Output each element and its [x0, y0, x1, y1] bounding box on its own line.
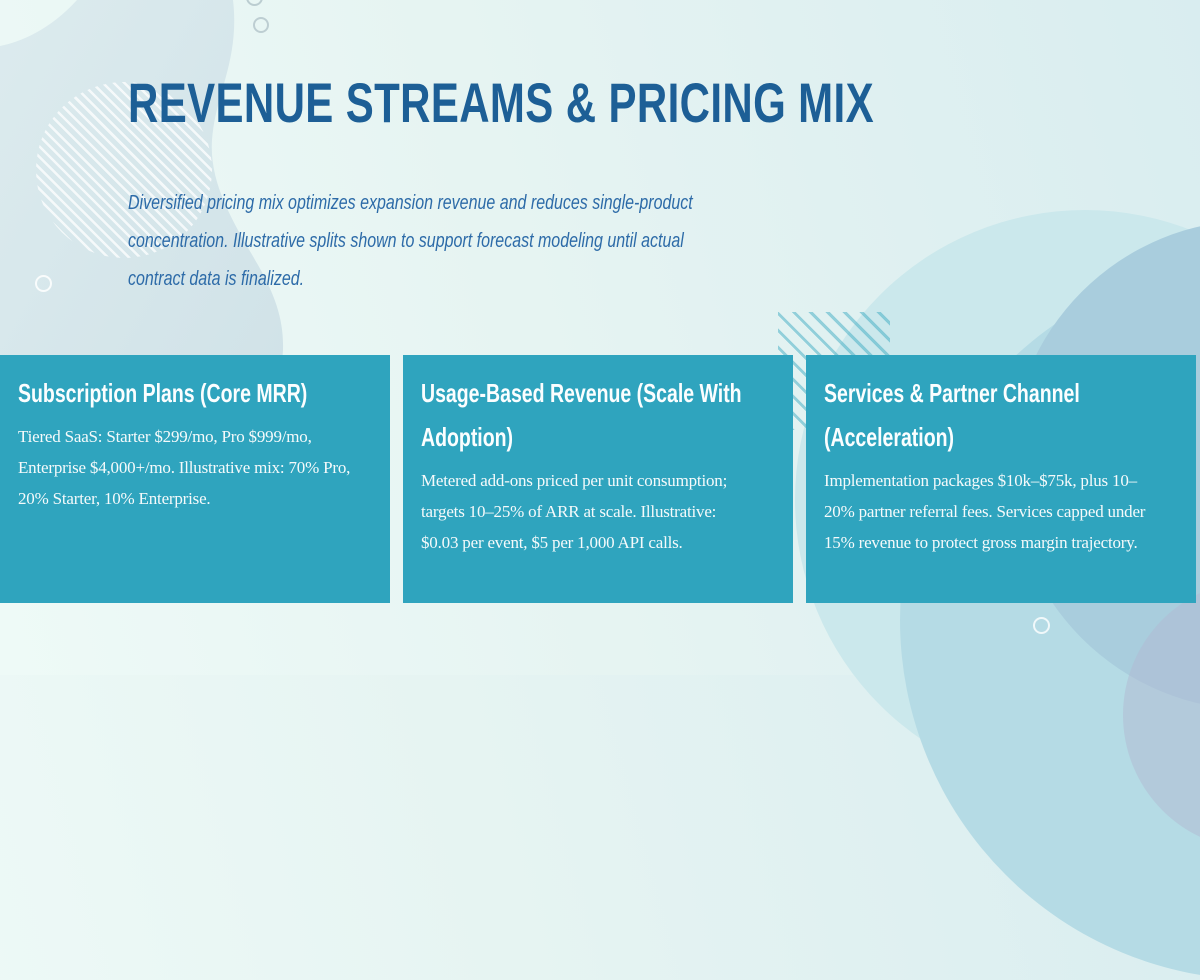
card-body-line: $0.03 per event, $5 per 1,000 API calls.: [421, 533, 683, 552]
decor-circle-lavender: [1123, 580, 1200, 850]
card-body: Tiered SaaS: Starter $299/mo, Pro $999/m…: [18, 421, 376, 514]
card-heading-line: Adoption): [421, 422, 514, 452]
card-heading: Usage-Based Revenue (Scale With Adoption): [421, 371, 779, 459]
decor-ring-bottom: [1033, 617, 1050, 634]
card-heading-line: Subscription Plans (Core MRR): [18, 378, 308, 408]
card-subscription-plans: Subscription Plans (Core MRR) Tiered Saa…: [0, 355, 390, 603]
card-heading: Services & Partner Channel (Acceleration): [824, 371, 1182, 459]
page-title: REVENUE STREAMS & PRICING MIX: [128, 75, 1123, 131]
card-body-line: Implementation packages $10k–$75k, plus …: [824, 471, 1137, 490]
card-services-partner-channel: Services & Partner Channel (Acceleration)…: [806, 355, 1196, 603]
decor-ring-top-cut: [246, 0, 263, 6]
page-title-text: REVENUE STREAMS & PRICING MIX: [128, 71, 874, 134]
card-heading-line: Usage-Based Revenue (Scale With: [421, 378, 742, 408]
card-body-line: 20% Starter, 10% Enterprise.: [18, 489, 211, 508]
card-body-line: targets 10–25% of ARR at scale. Illustra…: [421, 502, 717, 521]
card-body-line: Enterprise $4,000+/mo. Illustrative mix:…: [18, 458, 351, 477]
subtitle-line: Diversified pricing mix optimizes expans…: [128, 192, 693, 214]
decor-ring-left: [35, 275, 52, 292]
card-body-line: 15% revenue to protect gross margin traj…: [824, 533, 1138, 552]
card-heading-line: Services & Partner Channel: [824, 378, 1080, 408]
card-body: Metered add-ons priced per unit consumpt…: [421, 465, 779, 558]
subtitle-line: contract data is finalized.: [128, 268, 305, 290]
card-body: Implementation packages $10k–$75k, plus …: [824, 465, 1182, 558]
subtitle-line: concentration. Illustrative splits shown…: [128, 230, 684, 252]
card-body-line: 20% partner referral fees. Services capp…: [824, 502, 1146, 521]
card-heading-line: (Acceleration): [824, 422, 955, 452]
card-body-line: Tiered SaaS: Starter $299/mo, Pro $999/m…: [18, 427, 312, 446]
slide-subtitle: Diversified pricing mix optimizes expans…: [128, 184, 834, 298]
card-heading: Subscription Plans (Core MRR): [18, 371, 376, 415]
card-body-line: Metered add-ons priced per unit consumpt…: [421, 471, 728, 490]
decor-ring-top: [253, 17, 269, 33]
card-usage-based-revenue: Usage-Based Revenue (Scale With Adoption)…: [403, 355, 793, 603]
